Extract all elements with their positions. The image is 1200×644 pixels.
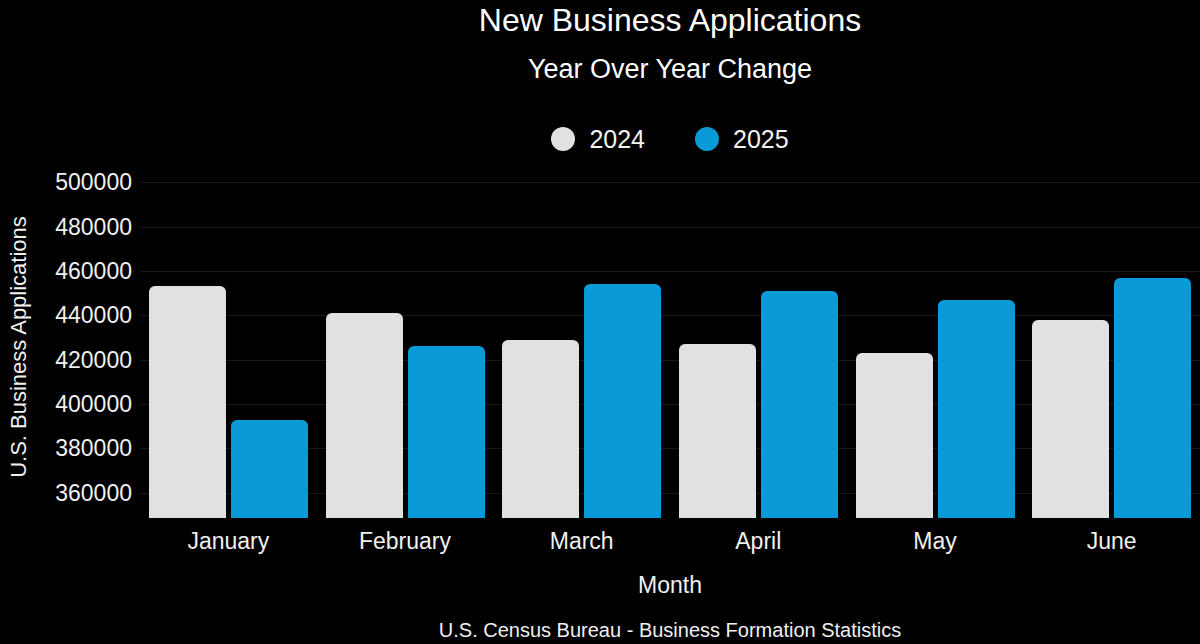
x-tick-label: March — [512, 528, 652, 555]
bar-2025-march — [584, 284, 661, 518]
legend: 2024 2025 — [140, 124, 1200, 154]
plot-area — [140, 170, 1200, 518]
legend-label-2025: 2025 — [733, 125, 789, 154]
bar-2024-january — [149, 286, 226, 518]
bar-2024-february — [326, 313, 403, 518]
x-tick-label: February — [335, 528, 475, 555]
x-tick-label: May — [865, 528, 1005, 555]
y-tick-label: 500000 — [0, 168, 132, 196]
legend-item-2025: 2025 — [695, 125, 789, 154]
legend-label-2024: 2024 — [589, 125, 645, 154]
chart-title: New Business Applications — [140, 2, 1200, 39]
bar-2025-june — [1114, 278, 1191, 518]
x-axis-title: Month — [140, 572, 1200, 599]
y-axis-title: U.S. Business Applications — [5, 197, 33, 497]
bar-2025-january — [231, 420, 308, 519]
bar-2025-may — [938, 300, 1015, 518]
chart-canvas: New Business Applications Year Over Year… — [0, 0, 1200, 644]
x-axis: January February March April May June — [140, 528, 1200, 558]
bar-2025-february — [408, 346, 485, 518]
bar-2024-april — [679, 344, 756, 518]
bar-2024-june — [1032, 320, 1109, 518]
bar-2024-may — [856, 353, 933, 518]
gridline — [140, 182, 1200, 183]
bar-2024-march — [502, 340, 579, 518]
source-caption: U.S. Census Bureau - Business Formation … — [140, 619, 1200, 642]
x-tick-label: April — [688, 528, 828, 555]
chart-subtitle: Year Over Year Change — [140, 54, 1200, 85]
legend-item-2024: 2024 — [551, 125, 645, 154]
gridline — [140, 271, 1200, 272]
legend-marker-2025-icon — [695, 127, 719, 151]
x-tick-label: January — [158, 528, 298, 555]
x-tick-label: June — [1042, 528, 1182, 555]
legend-marker-2024-icon — [551, 127, 575, 151]
gridline — [140, 315, 1200, 316]
gridline — [140, 227, 1200, 228]
bar-2025-april — [761, 291, 838, 518]
